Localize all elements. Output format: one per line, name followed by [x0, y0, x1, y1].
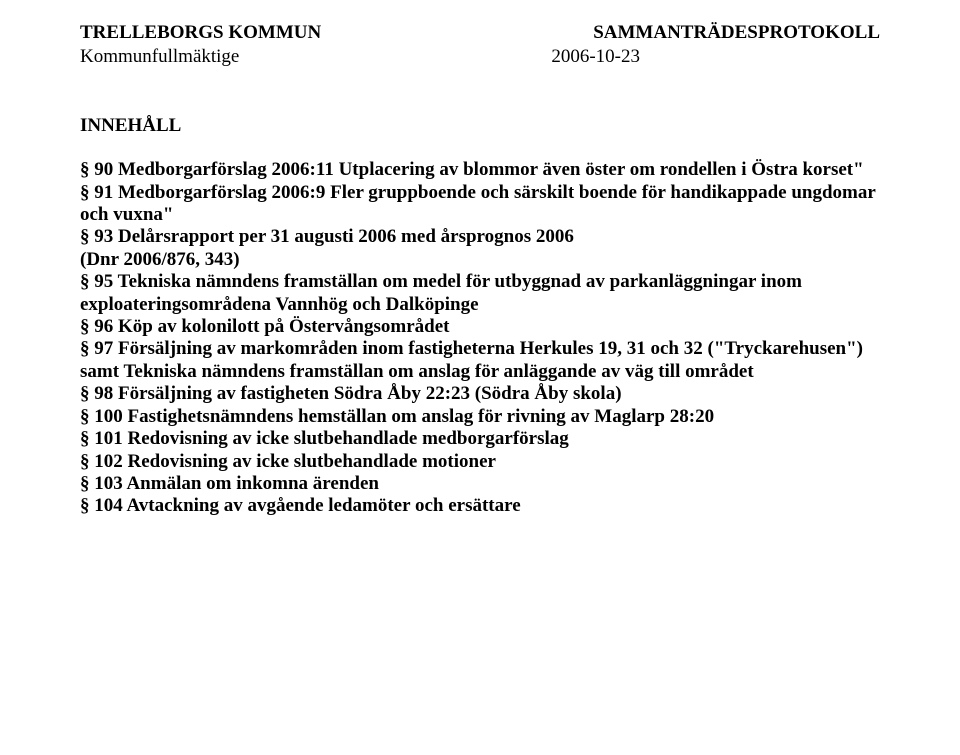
toc-item: § 93 Delårsrapport per 31 augusti 2006 m… — [80, 226, 880, 248]
toc-item: § 103 Anmälan om inkomna ärenden — [80, 473, 880, 495]
header-org: TRELLEBORGS KOMMUN — [80, 22, 321, 44]
toc-item: § 97 Försäljning av markområden inom fas… — [80, 338, 880, 383]
header-doc-type: SAMMANTRÄDESPROTOKOLL — [593, 22, 880, 44]
toc-item: § 95 Tekniska nämndens framställan om me… — [80, 271, 880, 316]
toc-item: § 96 Köp av kolonilott på Östervångsområ… — [80, 316, 880, 338]
toc-item: § 101 Redovisning av icke slutbehandlade… — [80, 428, 880, 450]
header-date: 2006-10-23 — [551, 46, 640, 68]
toc-heading: INNEHÅLL — [80, 115, 880, 137]
header-body: Kommunfullmäktige — [80, 46, 239, 68]
toc-item: § 91 Medborgarförslag 2006:9 Fler gruppb… — [80, 182, 880, 227]
document-page: TRELLEBORGS KOMMUN SAMMANTRÄDESPROTOKOLL… — [0, 0, 960, 755]
toc-item: § 102 Redovisning av icke slutbehandlade… — [80, 451, 880, 473]
toc-item: § 100 Fastighetsnämndens hemställan om a… — [80, 406, 880, 428]
header-sub-row: Kommunfullmäktige 2006-10-23 — [80, 46, 880, 68]
toc-item: § 90 Medborgarförslag 2006:11 Utplacerin… — [80, 159, 880, 181]
toc-item: § 104 Avtackning av avgående ledamöter o… — [80, 495, 880, 517]
toc-list: § 90 Medborgarförslag 2006:11 Utplacerin… — [80, 159, 880, 518]
header-row: TRELLEBORGS KOMMUN SAMMANTRÄDESPROTOKOLL — [80, 22, 880, 44]
toc-item: (Dnr 2006/876, 343) — [80, 249, 880, 271]
toc-item: § 98 Försäljning av fastigheten Södra Åb… — [80, 383, 880, 405]
